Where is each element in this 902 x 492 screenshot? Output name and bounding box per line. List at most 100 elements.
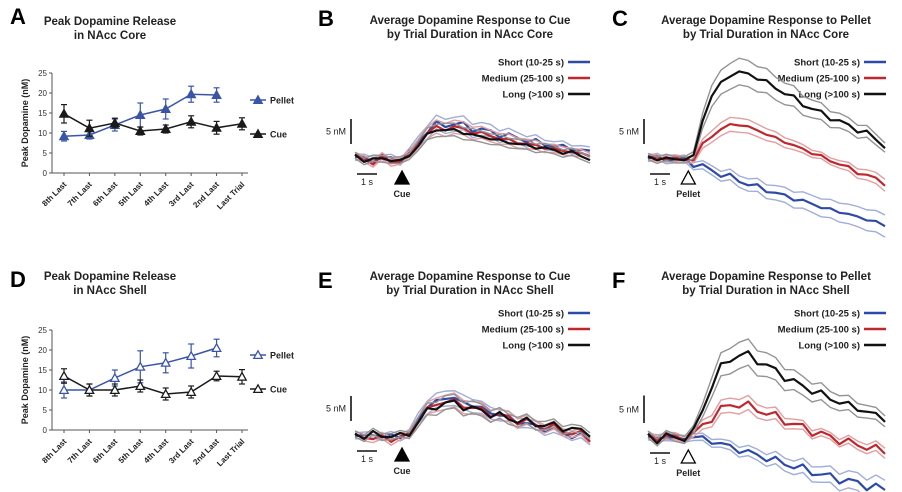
legend-label: Pellet — [270, 351, 294, 361]
legend-swatch-marker — [252, 383, 264, 394]
chart-title-line: Average Dopamine Response to Pellet — [661, 271, 871, 283]
x-tick-label: Last Trial — [215, 180, 246, 211]
legend-label: Medium (25-100 s) — [482, 74, 564, 85]
panel-e: E Average Dopamine Response to Cue by Tria… — [318, 268, 591, 476]
panel-label: A — [10, 4, 26, 29]
sem-upper — [647, 394, 886, 449]
chart-title-line: Average Dopamine Response to Cue — [370, 15, 571, 27]
scale-bar-x-label: 1 s — [654, 456, 667, 466]
y-tick-label: 10 — [38, 129, 47, 138]
chart-title-line: Peak Dopamine Release — [44, 16, 176, 28]
y-tick-label: 5 — [43, 406, 48, 415]
trace-long — [354, 122, 591, 166]
data-point — [185, 88, 197, 99]
data-point — [134, 109, 146, 120]
data-point — [134, 125, 146, 136]
event-label: Pellet — [676, 189, 700, 199]
y-tick-label: 25 — [38, 326, 47, 335]
scale-bar-y-label: 5 nM — [619, 127, 639, 137]
data-point — [58, 370, 70, 381]
sem-upper — [647, 116, 886, 180]
scale-bar-x-label: 1 s — [654, 177, 667, 187]
sem-upper — [354, 119, 591, 162]
scale-bar-x-label: 1 s — [361, 454, 374, 464]
data-point — [84, 122, 95, 133]
mean-trace — [354, 399, 591, 441]
chart-title-line: by Trial Duration in NAcc Shell — [386, 285, 553, 297]
chart-title-line: by Trial Duration in NAcc Shell — [682, 285, 849, 297]
y-tick-label: 20 — [38, 89, 47, 98]
sem-lower — [647, 130, 886, 192]
sem-lower — [647, 439, 861, 492]
chart-title-line: in NAcc Core — [74, 30, 146, 42]
data-point — [134, 361, 146, 371]
legend-swatch-marker — [252, 128, 264, 139]
legend-label: Pellet — [270, 96, 294, 106]
data-point — [211, 122, 222, 132]
mean-trace — [647, 350, 886, 445]
data-point — [109, 117, 121, 128]
data-point — [211, 342, 222, 353]
data-point — [109, 384, 121, 395]
x-tick-label: 8th Last — [40, 180, 68, 208]
data-point — [58, 384, 70, 395]
chart-title-line: in NAcc Shell — [73, 285, 147, 297]
event-label: Pellet — [676, 468, 700, 478]
mean-trace — [647, 400, 886, 455]
legend-label: Long (>100 s) — [503, 90, 565, 101]
mean-trace — [647, 122, 886, 187]
scale-bar-x-label: 1 s — [361, 177, 374, 187]
trace-long — [647, 338, 886, 447]
data-point — [160, 357, 172, 367]
y-tick-label: 15 — [38, 366, 47, 375]
data-point — [211, 370, 222, 381]
y-tick-label: 5 — [43, 149, 48, 158]
scale-bar-y-label: 5 nM — [326, 127, 346, 137]
scale-bar-y-label: 5 nM — [326, 404, 346, 414]
x-tick-label: 6th Last — [91, 437, 119, 465]
data-point — [211, 89, 222, 100]
y-tick-label: 25 — [38, 69, 47, 78]
event-label: Cue — [393, 466, 410, 476]
data-point — [58, 108, 70, 118]
panel-c: C Average Dopamine Response to Pellet by T… — [612, 6, 886, 238]
y-tick-label: 20 — [38, 346, 47, 355]
legend-label: Cue — [270, 130, 287, 140]
event-marker — [680, 169, 697, 185]
x-tick-label: 5th Last — [117, 437, 145, 465]
y-tick-label: 0 — [43, 169, 48, 178]
y-axis-label: Peak Dopamine (nM) — [20, 336, 30, 425]
sem-upper — [354, 393, 591, 437]
legend-swatch-marker — [252, 349, 264, 360]
chart-title-line: Average Dopamine Response to Cue — [370, 271, 571, 283]
legend-label: Long (>100 s) — [503, 341, 565, 352]
y-tick-label: 10 — [38, 386, 47, 395]
legend-swatch-marker — [252, 94, 264, 105]
series-cue: Cue — [58, 368, 287, 401]
sem-lower — [647, 364, 886, 447]
sem-lower — [354, 407, 591, 443]
data-point — [109, 372, 121, 383]
data-point — [185, 350, 197, 361]
data-point — [185, 386, 197, 397]
data-point — [58, 130, 70, 141]
panel-label: C — [612, 6, 628, 31]
legend-label: Short (10-25 s) — [498, 309, 564, 320]
panel-label: B — [318, 6, 334, 31]
event-marker — [393, 446, 411, 462]
sem-upper — [647, 57, 886, 158]
trace-long — [647, 57, 886, 165]
x-tick-label: 7th Last — [66, 437, 94, 465]
mean-trace — [647, 70, 886, 162]
x-tick-label: 5th Last — [117, 180, 145, 208]
legend-label: Short (10-25 s) — [794, 58, 860, 69]
panel-f: F Average Dopamine Response to Pellet by T… — [612, 268, 886, 492]
mean-trace — [354, 128, 591, 163]
sem-upper — [354, 114, 591, 160]
chart-title-line: by Trial Duration in NAcc Core — [683, 29, 849, 41]
data-point — [84, 384, 95, 395]
sem-lower — [647, 408, 886, 459]
y-axis-label: Peak Dopamine (nM) — [20, 79, 30, 168]
data-point — [185, 116, 197, 126]
